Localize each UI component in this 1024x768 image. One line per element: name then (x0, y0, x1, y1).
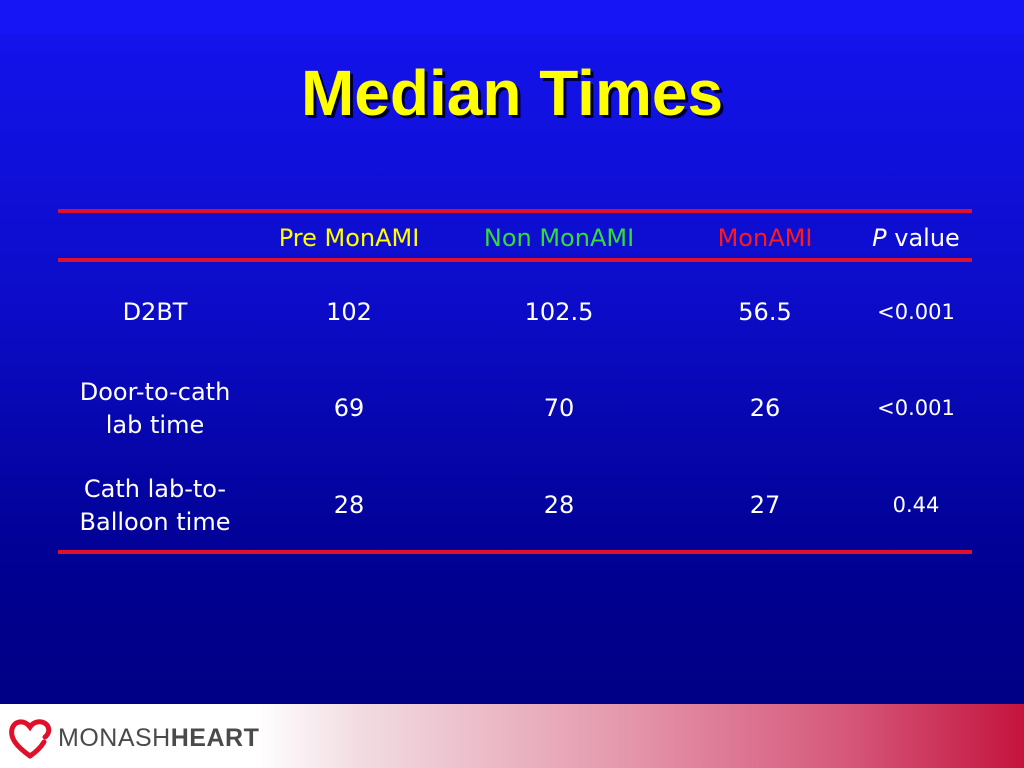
cell-p-value: <0.001 (877, 300, 955, 324)
table-bottom-rule (58, 550, 972, 554)
header-non-monami-label: Non MonAMI (483, 224, 635, 252)
row-label-line: Balloon time (79, 508, 231, 536)
table-top-rule (58, 209, 972, 213)
cell-p-value: 0.44 (892, 493, 940, 517)
cell-non-monami: 70 (543, 394, 575, 422)
logo-heart: HEART (170, 724, 260, 752)
header-p-value: P value (852, 222, 980, 255)
monash-heart-logo: MONASHHEART (0, 704, 262, 768)
cell-monami: 27 (749, 491, 781, 519)
row-label-line: Cath lab-to- (83, 475, 227, 503)
header-non-monami: Non MonAMI (459, 222, 659, 255)
cell-p-value: <0.001 (877, 396, 955, 420)
header-pre-monami-label: Pre MonAMI (278, 224, 420, 252)
header-pre-monami: Pre MonAMI (254, 222, 444, 255)
row-label: Door-to-cath lab time (58, 376, 252, 442)
cell-monami: 26 (749, 394, 781, 422)
header-p-italic: P (872, 224, 887, 252)
cell-monami: 56.5 (738, 298, 792, 326)
cell-pre-monami: 28 (333, 491, 365, 519)
logo-monash: MONASH (58, 724, 171, 752)
row-label: D2BT (122, 298, 188, 326)
header-monami-label: MonAMI (717, 224, 813, 252)
slide-title: Median Times (300, 57, 724, 129)
cell-non-monami: 102.5 (524, 298, 594, 326)
row-label-line: lab time (105, 411, 205, 439)
table-header-rule (58, 258, 972, 262)
cell-pre-monami: 102 (326, 298, 372, 326)
header-monami: MonAMI (690, 222, 840, 255)
cell-non-monami: 28 (543, 491, 575, 519)
row-label: Cath lab-to- Balloon time (58, 473, 252, 539)
cell-pre-monami: 69 (333, 394, 365, 422)
top-band (0, 0, 1024, 34)
heart-icon (9, 719, 52, 759)
row-label-line: Door-to-cath (79, 378, 231, 406)
header-p-rest: value (886, 224, 960, 252)
logo-wordmark: MONASHHEART (58, 724, 259, 753)
